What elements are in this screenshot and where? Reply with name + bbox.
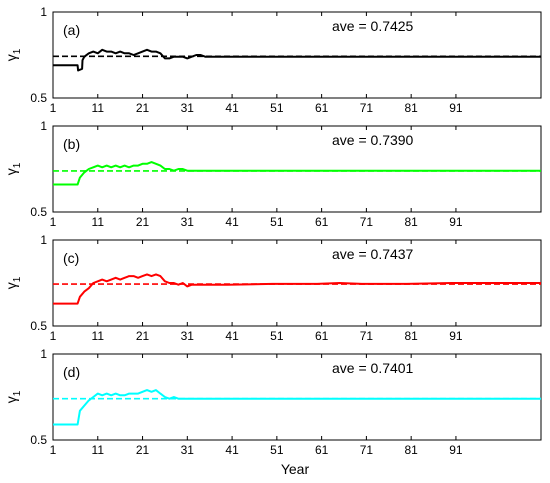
panel-label: (d) — [63, 364, 80, 380]
x-tick-label: 21 — [136, 101, 150, 115]
x-tick-label: 21 — [136, 215, 150, 229]
average-annotation: ave = 0.7425 — [332, 18, 414, 34]
y-tick-label: 1 — [40, 5, 47, 19]
plot-frame — [52, 125, 542, 213]
x-tick-label: 1 — [50, 329, 57, 343]
y-axis-title-subscript: 1 — [12, 390, 23, 396]
x-tick-label: 1 — [50, 215, 57, 229]
x-tick-label: 31 — [181, 329, 195, 343]
x-tick-label: 31 — [181, 443, 195, 457]
panel-label: (a) — [63, 22, 80, 38]
gamma-series-line — [53, 48, 541, 72]
y-axis-title-base: γ — [3, 396, 19, 403]
y-axis-title-subscript: 1 — [12, 276, 23, 282]
x-tick-label: 61 — [315, 443, 329, 457]
y-axis-title-subscript: 1 — [12, 162, 23, 168]
x-tick-label: 61 — [315, 329, 329, 343]
y-axis-title: γ1 — [3, 276, 23, 289]
y-tick-label: 0.5 — [30, 433, 47, 447]
x-tick-label: 21 — [136, 443, 150, 457]
average-annotation: ave = 0.7437 — [332, 246, 414, 262]
plot-frame — [52, 353, 542, 441]
x-tick-label: 61 — [315, 101, 329, 115]
average-annotation: ave = 0.7401 — [332, 360, 414, 376]
x-tick-label: 71 — [360, 443, 374, 457]
x-tick-label: 1 — [50, 101, 57, 115]
y-axis-title: γ1 — [3, 48, 23, 61]
x-tick-label: 51 — [270, 443, 284, 457]
x-tick-label: 51 — [270, 329, 284, 343]
x-tick-label: 81 — [404, 215, 418, 229]
x-tick-label: 41 — [225, 101, 239, 115]
x-tick-label: 51 — [270, 215, 284, 229]
panel-label: (c) — [63, 250, 79, 266]
y-axis-title-base: γ — [3, 54, 19, 61]
average-annotation: ave = 0.7390 — [332, 132, 414, 148]
y-tick-label: 1 — [40, 347, 47, 361]
x-tick-label: 11 — [92, 215, 105, 229]
x-tick-label: 11 — [92, 329, 105, 343]
y-tick-label: 1 — [40, 233, 47, 247]
y-axis-title: γ1 — [3, 162, 23, 175]
x-tick-label: 81 — [404, 329, 418, 343]
x-axis-title: Year — [281, 461, 310, 477]
x-tick-label: 81 — [404, 443, 418, 457]
x-tick-label: 91 — [449, 215, 463, 229]
y-tick-label: 0.5 — [30, 205, 47, 219]
x-tick-label: 1 — [50, 443, 57, 457]
y-tick-label: 0.5 — [30, 91, 47, 105]
gamma-series-line — [53, 389, 541, 426]
plot-frame — [52, 11, 542, 99]
y-axis-title-subscript: 1 — [12, 48, 23, 54]
x-tick-label: 41 — [225, 215, 239, 229]
x-tick-label: 31 — [181, 101, 195, 115]
y-axis-title-base: γ — [3, 168, 19, 175]
x-tick-label: 71 — [360, 215, 374, 229]
x-tick-label: 11 — [92, 443, 105, 457]
x-tick-label: 91 — [449, 101, 463, 115]
x-tick-label: 71 — [360, 101, 374, 115]
y-axis-title: γ1 — [3, 390, 23, 403]
x-tick-label: 51 — [270, 101, 284, 115]
y-tick-label: 0.5 — [30, 319, 47, 333]
x-tick-label: 41 — [225, 443, 239, 457]
x-tick-label: 41 — [225, 329, 239, 343]
panel-label: (b) — [63, 136, 80, 152]
x-tick-label: 21 — [136, 329, 150, 343]
x-tick-label: 11 — [92, 101, 105, 115]
x-tick-label: 91 — [449, 329, 463, 343]
gamma-series-line — [53, 273, 541, 305]
gamma-series-line — [53, 161, 541, 186]
x-tick-label: 91 — [449, 443, 463, 457]
x-tick-label: 31 — [181, 215, 195, 229]
y-axis-title-base: γ — [3, 282, 19, 289]
x-tick-label: 81 — [404, 101, 418, 115]
y-tick-label: 1 — [40, 119, 47, 133]
x-tick-label: 71 — [360, 329, 374, 343]
x-tick-label: 61 — [315, 215, 329, 229]
